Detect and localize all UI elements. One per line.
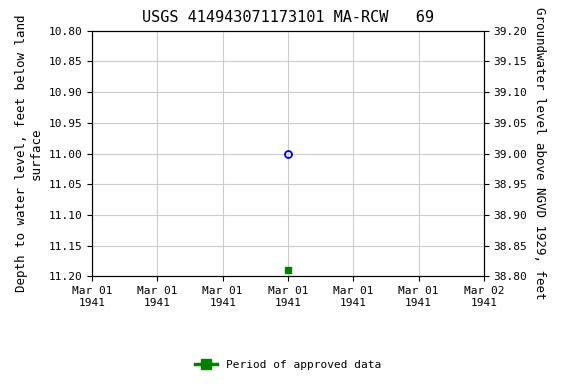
Legend: Period of approved data: Period of approved data	[191, 355, 385, 374]
Title: USGS 414943071173101 MA-RCW   69: USGS 414943071173101 MA-RCW 69	[142, 10, 434, 25]
Y-axis label: Groundwater level above NGVD 1929, feet: Groundwater level above NGVD 1929, feet	[533, 7, 546, 300]
Y-axis label: Depth to water level, feet below land
surface: Depth to water level, feet below land su…	[15, 15, 43, 292]
